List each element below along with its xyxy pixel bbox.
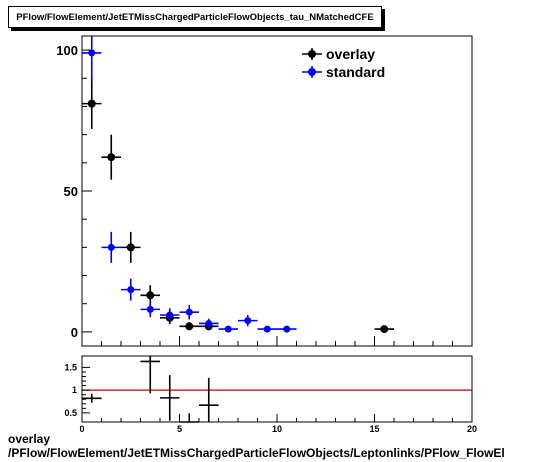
main-data-marks [82,36,394,334]
ratio-x-tick-label: 20 [467,424,477,432]
ratio-point [199,377,219,422]
standard-marker [166,311,174,319]
main-y-axis: 0 50 100 [56,43,473,346]
standard-point [277,325,297,333]
ratio-point [160,375,180,421]
standard-point [101,231,121,263]
standard-marker [107,243,115,251]
ratio-y-tick-label: 1.5 [64,362,77,372]
legend: overlay standard [302,46,385,80]
chart-title: PFlow/FlowElement/JetETMissChargedPartic… [8,6,382,28]
standard-point [199,318,219,329]
footer-caption: overlay /PFlow/FlowElement/JetETMissChar… [8,432,546,460]
standard-marker [185,308,193,316]
legend-overlay-label: overlay [326,46,375,62]
main-plot-frame [81,35,473,347]
ratio-point [179,413,199,423]
standard-marker [224,325,232,333]
overlay-marker [107,153,116,162]
standard-marker [244,317,252,325]
legend-overlay-marker [308,50,316,58]
overlay-point [82,78,102,129]
overlay-point [179,322,199,331]
overlay-marker [126,243,135,252]
overlay-marker [380,325,389,334]
standard-point [238,315,258,327]
standard-point [257,325,277,333]
standard-marker [263,325,271,333]
standard-marker [146,305,154,313]
standard-marker [205,319,213,327]
standard-marker [88,49,96,57]
legend-standard-marker [308,68,316,76]
y-tick-label: 0 [71,325,78,340]
standard-point [121,278,141,301]
ratio-x-tick-label: 0 [79,424,84,432]
footer-line-2: /PFlow/FlowElement/JetETMissChargedParti… [8,446,505,460]
overlay-marker [185,322,194,331]
standard-marker [127,286,135,294]
y-tick-label: 50 [64,184,78,199]
overlay-point [101,134,121,180]
ratio-y-tick-label: 1 [72,385,77,395]
ratio-x-tick-label: 5 [177,424,182,432]
standard-point [179,304,199,320]
ratio-point [82,393,102,403]
footer-line-1: overlay [8,432,51,446]
ratio-axes: 0.5 1 1.5 0 5 10 15 20 [64,362,477,432]
ratio-x-tick-label: 10 [272,424,282,432]
chart-canvas: 0 50 100 overlay standard 0.5 1 1.5 0 5 10 15 20 [56,35,477,432]
ratio-x-tick-label: 15 [369,424,379,432]
standard-marker [283,325,291,333]
ratio-plot-box [81,355,473,423]
legend-standard-label: standard [326,64,385,80]
y-tick-label: 100 [56,43,78,58]
standard-point [140,301,160,318]
standard-point [82,36,102,82]
ratio-data-marks [82,356,219,423]
ratio-point [140,356,160,394]
main-plot-box [81,35,473,347]
standard-point [218,325,238,333]
overlay-point [374,325,394,334]
overlay-marker [146,291,155,300]
overlay-marker [87,99,96,108]
ratio-y-tick-label: 0.5 [64,408,77,418]
overlay-point [121,231,141,263]
ratio-plot-frame [81,355,473,423]
standard-point [160,308,180,322]
